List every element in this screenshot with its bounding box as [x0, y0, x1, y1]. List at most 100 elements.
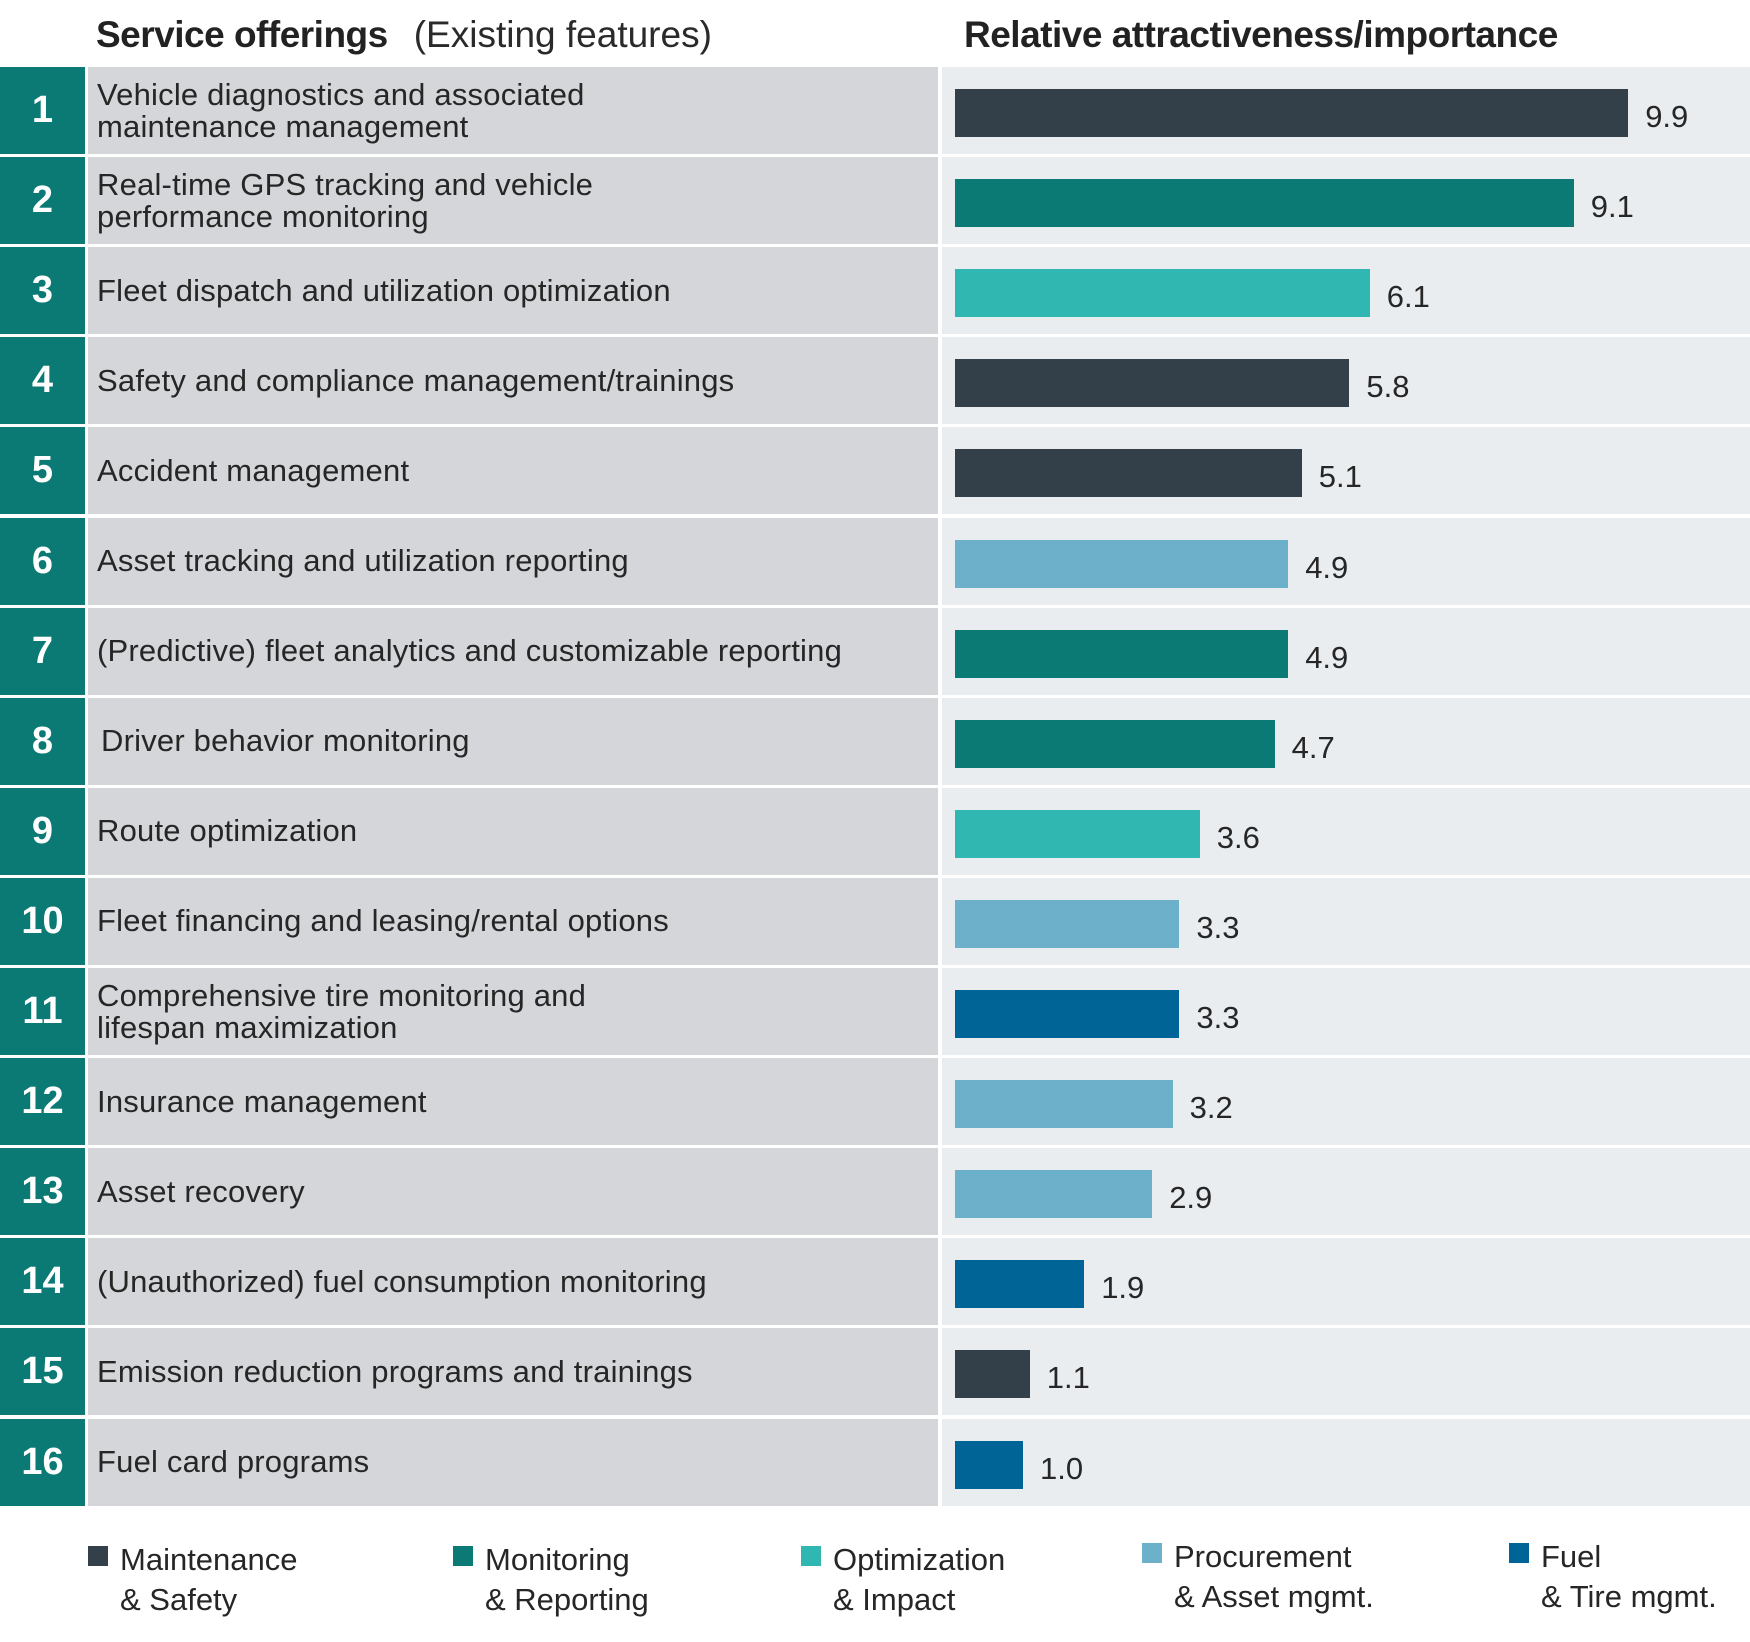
chart-title: Relative attractiveness/importance	[964, 14, 1558, 55]
legend-swatch	[1142, 1543, 1162, 1563]
rank-number: 2	[0, 157, 85, 245]
service-label: (Unauthorized) fuel consumption monitori…	[97, 1263, 707, 1299]
table-row: 6 Asset tracking and utilization reportin…	[0, 517, 1750, 605]
table-row: 15 Emission reduction programs and traini…	[0, 1328, 1750, 1416]
bar	[955, 1080, 1173, 1129]
service-label-cell: (Unauthorized) fuel consumption monitori…	[88, 1238, 938, 1326]
left-column-header: Service offerings (Existing features)	[96, 10, 712, 60]
bar	[955, 990, 1180, 1038]
legend-swatch	[453, 1546, 473, 1566]
table-row: 5 Accident management 5.1	[0, 427, 1750, 515]
legend-swatch	[801, 1546, 821, 1566]
data-label: 9.1	[1590, 189, 1634, 225]
bar-cell: 5.1	[942, 427, 1750, 515]
data-label: 6.1	[1386, 279, 1430, 315]
bar-cell: 1.9	[942, 1238, 1750, 1326]
existing-features-subtitle: (Existing features)	[413, 14, 712, 55]
bar	[955, 89, 1629, 137]
service-label-cell: Fuel card programs	[88, 1418, 938, 1506]
service-label-cell: Emission reduction programs and training…	[88, 1328, 938, 1416]
rank-number: 13	[0, 1148, 85, 1236]
data-label: 1.9	[1101, 1270, 1145, 1306]
service-label: Driver behavior monitoring	[101, 723, 470, 759]
service-label-cell: Vehicle diagnostics and associated mainte…	[88, 67, 938, 154]
bar	[955, 1440, 1023, 1489]
bar-cell: 3.3	[942, 968, 1750, 1055]
rank-number: 7	[0, 607, 85, 695]
data-label: 4.9	[1305, 549, 1349, 585]
legend: Maintenance & Safety Monitoring & Reporting…	[0, 1539, 1750, 1640]
rank-number: 3	[0, 247, 85, 335]
table-row: 1 Vehicle diagnostics and associated maint…	[0, 67, 1750, 154]
table-row: 10 Fleet financing and leasing/rental opt…	[0, 877, 1750, 965]
bar	[955, 449, 1302, 498]
bar-cell: 2.9	[942, 1148, 1750, 1236]
rank-number: 9	[0, 787, 85, 875]
rank-number: 15	[0, 1328, 85, 1416]
bar	[955, 899, 1180, 948]
table-row: 16 Fuel card programs 1.0	[0, 1418, 1750, 1506]
bar-cell: 1.0	[942, 1418, 1750, 1506]
data-label: 3.3	[1196, 1000, 1240, 1035]
legend-label: Fuel & Tire mgmt.	[1541, 1539, 1717, 1614]
bar-cell: 6.1	[942, 247, 1750, 335]
data-label: 5.1	[1318, 459, 1362, 495]
service-label-cell: Comprehensive tire monitoring and lifespa…	[88, 968, 938, 1055]
bar	[955, 629, 1289, 678]
bar-cell: 3.6	[942, 787, 1750, 875]
rank-number: 10	[0, 877, 85, 965]
table-row: 2 Real-time GPS tracking and vehicle perfo…	[0, 157, 1750, 245]
service-label: Emission reduction programs and training…	[97, 1353, 693, 1389]
data-label: 1.1	[1046, 1360, 1090, 1396]
service-label: Accident management	[97, 452, 410, 488]
bar-cell: 3.3	[942, 877, 1750, 965]
table-row: 4 Safety and compliance management/traini…	[0, 337, 1750, 425]
service-label: Fleet dispatch and utilization optimizat…	[97, 272, 671, 308]
data-label: 4.7	[1291, 729, 1335, 765]
service-label: Fleet financing and leasing/rental optio…	[97, 903, 669, 939]
service-label: Asset tracking and utilization reporting	[97, 543, 629, 578]
table-row: 3 Fleet dispatch and utilization optimiza…	[0, 247, 1750, 335]
bar	[955, 1170, 1153, 1219]
legend-label: Maintenance & Safety	[120, 1542, 298, 1617]
service-label-cell: Real-time GPS tracking and vehicle perfor…	[88, 157, 938, 245]
data-label: 9.9	[1645, 99, 1689, 134]
service-label: Route optimization	[97, 813, 358, 849]
service-label-cell: Accident management	[88, 427, 938, 515]
service-label-cell: Insurance management	[88, 1058, 938, 1146]
data-label: 3.6	[1216, 819, 1260, 855]
bar	[955, 269, 1370, 318]
data-label: 5.8	[1366, 369, 1410, 405]
service-label: Fuel card programs	[97, 1444, 370, 1479]
bar	[955, 1260, 1085, 1309]
data-label: 1.0	[1040, 1450, 1084, 1486]
rank-number: 16	[0, 1418, 85, 1506]
rank-number: 1	[0, 67, 85, 154]
service-label: Real-time GPS tracking and vehicle perfor…	[97, 166, 594, 234]
service-label: Insurance management	[97, 1083, 427, 1119]
table-row: 7 (Predictive) fleet analytics and custom…	[0, 607, 1750, 695]
table-row: 14 (Unauthorized) fuel consumption monito…	[0, 1238, 1750, 1326]
bar-cell: 4.9	[942, 607, 1750, 695]
service-label: Comprehensive tire monitoring and lifespa…	[97, 977, 587, 1045]
bar	[955, 179, 1574, 228]
rank-number: 5	[0, 427, 85, 515]
bar	[955, 539, 1289, 588]
table-row: 8 Driver behavior monitoring 4.7	[0, 697, 1750, 785]
service-label-cell: Route optimization	[88, 787, 938, 875]
bar-cell: 4.7	[942, 697, 1750, 785]
rank-number: 12	[0, 1058, 85, 1146]
service-label-cell: Driver behavior monitoring	[88, 697, 938, 785]
bar-cell: 4.9	[942, 517, 1750, 605]
data-label: 3.2	[1189, 1090, 1233, 1126]
bar	[955, 809, 1200, 858]
service-label-cell: (Predictive) fleet analytics and customi…	[88, 607, 938, 695]
bar	[955, 359, 1350, 408]
rank-number: 11	[0, 968, 85, 1055]
legend-label: Procurement & Asset mgmt.	[1174, 1539, 1374, 1614]
data-label: 3.3	[1196, 909, 1240, 945]
table-row: 11 Comprehensive tire monitoring and lifes…	[0, 968, 1750, 1055]
legend-label: Monitoring & Reporting	[485, 1542, 649, 1617]
rank-number: 6	[0, 517, 85, 605]
service-label-cell: Fleet financing and leasing/rental optio…	[88, 877, 938, 965]
